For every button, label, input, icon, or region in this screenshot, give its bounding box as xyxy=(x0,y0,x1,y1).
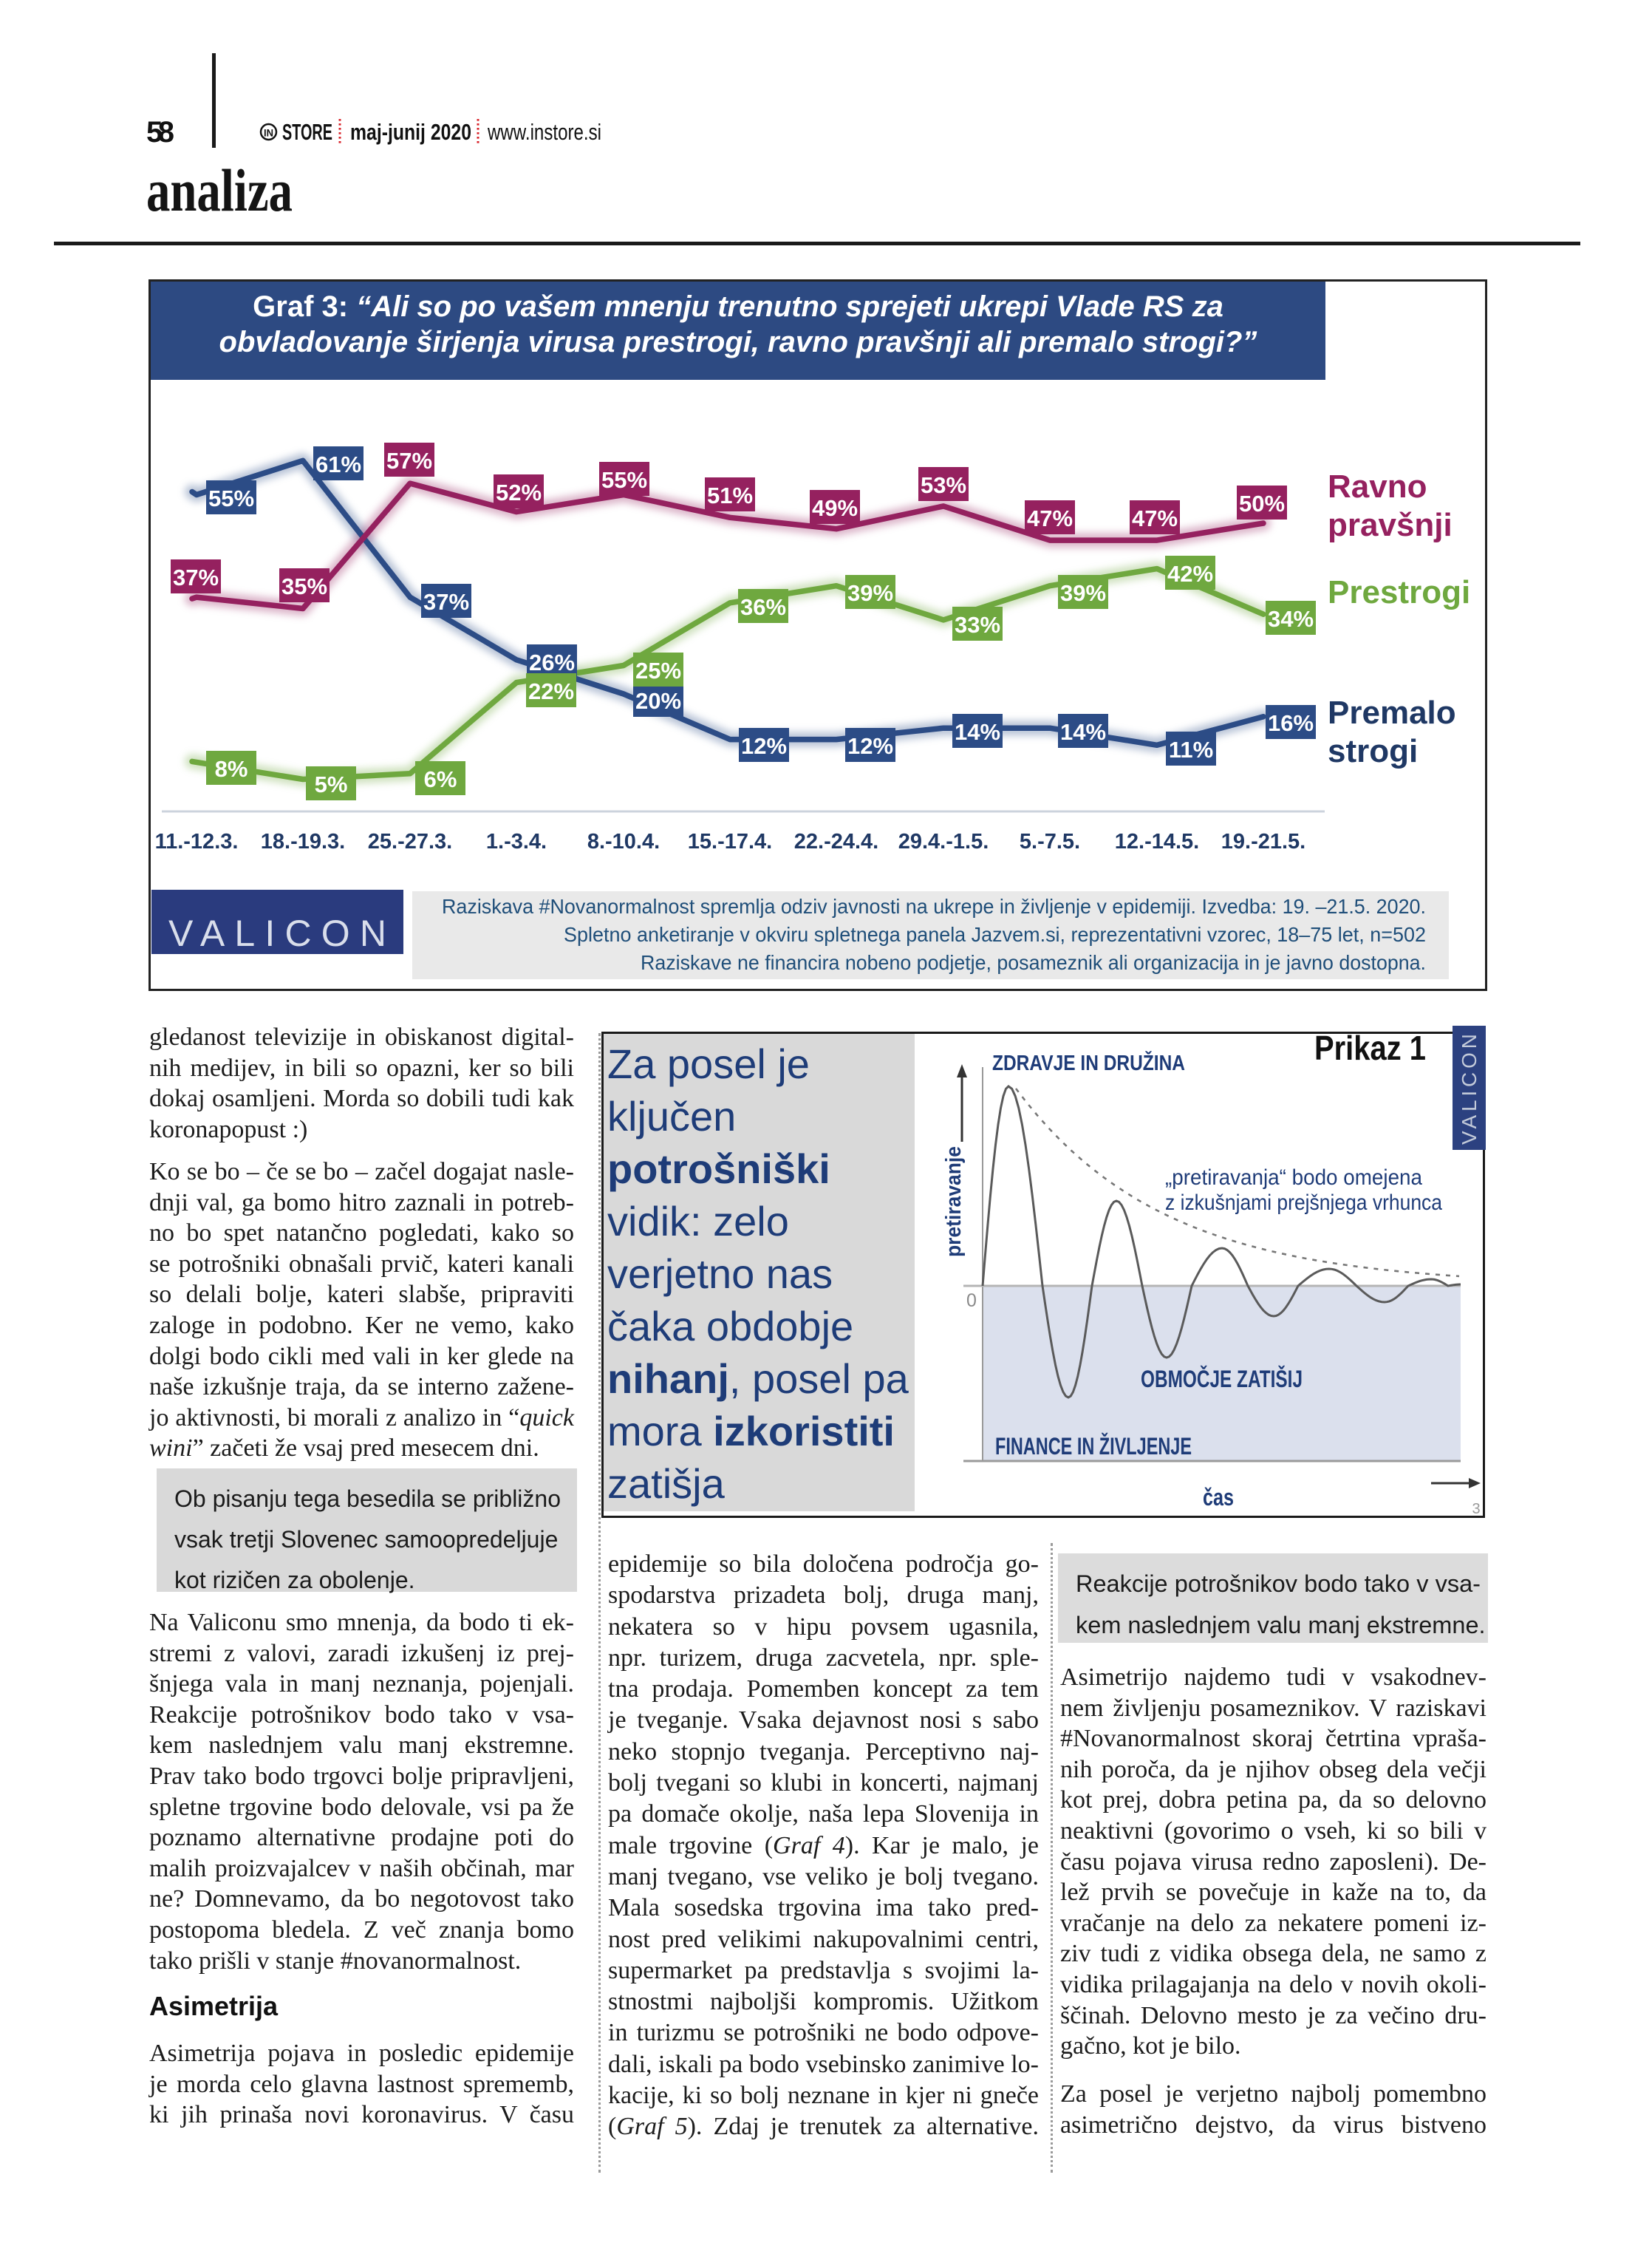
svg-text:50%: 50% xyxy=(1239,491,1285,517)
svg-text:VALICON: VALICON xyxy=(1458,1031,1481,1145)
svg-text:11.-12.3.: 11.-12.3. xyxy=(155,830,239,854)
svg-text:55%: 55% xyxy=(601,467,647,493)
svg-text:Ravno: Ravno xyxy=(1328,469,1427,505)
svg-text:STORE: STORE xyxy=(282,119,332,145)
svg-text:maj-junij 2020: maj-junij 2020 xyxy=(350,119,471,145)
svg-text:3: 3 xyxy=(1472,1501,1480,1517)
svg-text:22%: 22% xyxy=(528,678,574,704)
svg-text:Spletno anketiranje v okviru s: Spletno anketiranje v okviru spletnega p… xyxy=(564,923,1426,946)
svg-text:26%: 26% xyxy=(529,650,575,675)
svg-text:20%: 20% xyxy=(635,688,681,714)
svg-text:www.instore.si: www.instore.si xyxy=(487,119,601,145)
svg-text:29.4.-1.5.: 29.4.-1.5. xyxy=(898,830,989,854)
svg-text:8%: 8% xyxy=(215,756,248,782)
svg-text:47%: 47% xyxy=(1132,505,1178,531)
svg-text:OBMOČJE ZATIŠIJ: OBMOČJE ZATIŠIJ xyxy=(1141,1366,1303,1392)
svg-text:12.-14.5.: 12.-14.5. xyxy=(1115,830,1199,854)
svg-text:5.-7.5.: 5.-7.5. xyxy=(1020,830,1080,854)
svg-text:Raziskava #Novanormalnost spre: Raziskava #Novanormalnost spremlja odziv… xyxy=(442,895,1426,918)
svg-text:15.-17.4.: 15.-17.4. xyxy=(688,830,772,854)
svg-text:14%: 14% xyxy=(955,719,1000,745)
svg-text:12%: 12% xyxy=(847,733,893,759)
svg-text:19.-21.5.: 19.-21.5. xyxy=(1221,830,1305,854)
svg-text:57%: 57% xyxy=(386,448,432,474)
svg-text:37%: 37% xyxy=(173,565,219,590)
svg-text:61%: 61% xyxy=(315,452,361,477)
svg-text:analiza: analiza xyxy=(146,157,293,222)
svg-text:Raziskave ne financira nobeno: Raziskave ne financira nobeno podjetje, … xyxy=(641,951,1426,974)
svg-text:55%: 55% xyxy=(208,486,254,511)
svg-text:6%: 6% xyxy=(424,766,457,792)
svg-text:IN: IN xyxy=(264,127,273,139)
svg-text:FINANCE IN ŽIVLJENJE: FINANCE IN ŽIVLJENJE xyxy=(995,1433,1192,1460)
svg-text:čas: čas xyxy=(1203,1484,1234,1511)
svg-text:36%: 36% xyxy=(740,594,786,620)
svg-text:58: 58 xyxy=(146,116,174,149)
svg-text:39%: 39% xyxy=(1060,580,1106,606)
svg-text:47%: 47% xyxy=(1027,505,1073,531)
svg-text:25%: 25% xyxy=(635,658,681,684)
svg-text:1.-3.4.: 1.-3.4. xyxy=(486,830,547,854)
svg-text:33%: 33% xyxy=(955,612,1000,638)
svg-text:z izkušnjami prejšnjega vrhunc: z izkušnjami prejšnjega vrhunca xyxy=(1165,1191,1442,1215)
svg-text:8.-10.4.: 8.-10.4. xyxy=(587,830,660,854)
svg-text:pravšnji: pravšnji xyxy=(1328,507,1453,543)
svg-text:VALICON: VALICON xyxy=(168,913,386,954)
svg-text:11%: 11% xyxy=(1169,737,1213,763)
svg-text:22.-24.4.: 22.-24.4. xyxy=(794,830,878,854)
svg-text:37%: 37% xyxy=(423,589,469,615)
svg-text:53%: 53% xyxy=(921,472,966,498)
svg-text:39%: 39% xyxy=(847,580,893,606)
svg-text:12%: 12% xyxy=(741,733,787,759)
svg-text:„pretiravanja“ bodo omejena: „pretiravanja“ bodo omejena xyxy=(1165,1165,1422,1190)
svg-text:25.-27.3.: 25.-27.3. xyxy=(368,830,452,854)
svg-text:16%: 16% xyxy=(1268,710,1314,736)
svg-text:18.-19.3.: 18.-19.3. xyxy=(261,830,345,854)
svg-text:pretiravanje: pretiravanje xyxy=(942,1146,966,1257)
svg-text:51%: 51% xyxy=(707,483,753,508)
svg-text:52%: 52% xyxy=(496,480,542,505)
svg-text:ZDRAVJE IN DRUŽINA: ZDRAVJE IN DRUŽINA xyxy=(992,1050,1185,1075)
svg-text:5%: 5% xyxy=(315,772,348,797)
svg-text:Prestrogi: Prestrogi xyxy=(1328,574,1470,610)
svg-text:35%: 35% xyxy=(281,573,327,599)
svg-text:42%: 42% xyxy=(1167,561,1213,587)
svg-text:34%: 34% xyxy=(1268,606,1314,632)
svg-text:strogi: strogi xyxy=(1328,733,1418,769)
svg-text:14%: 14% xyxy=(1060,719,1106,745)
svg-text:0: 0 xyxy=(966,1290,977,1311)
svg-text:Premalo: Premalo xyxy=(1328,695,1456,731)
svg-text:Prikaz 1: Prikaz 1 xyxy=(1314,1032,1426,1067)
svg-text:49%: 49% xyxy=(812,495,858,521)
